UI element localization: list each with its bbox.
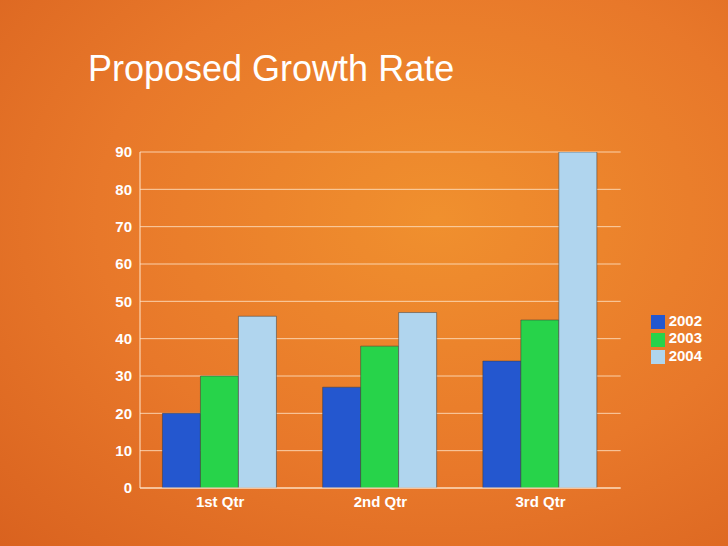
svg-text:60: 60: [115, 255, 132, 272]
svg-text:90: 90: [115, 143, 132, 160]
svg-text:1st Qtr: 1st Qtr: [196, 493, 245, 510]
html-text:2003: 2003: [668, 329, 702, 347]
svg-text:20: 20: [115, 405, 132, 422]
svg-text:80: 80: [115, 181, 132, 198]
svg-text:0: 0: [124, 479, 132, 496]
svg-text:70: 70: [115, 218, 132, 235]
svg-text:3rd Qtr: 3rd Qtr: [516, 493, 566, 510]
html-text:2002: 2002: [668, 312, 702, 330]
svg-text:40: 40: [115, 330, 132, 347]
svg-text:50: 50: [115, 293, 132, 310]
svg-text:10: 10: [115, 442, 132, 459]
html-text:2004: 2004: [668, 346, 702, 364]
svg-text:30: 30: [115, 367, 132, 384]
svg-text:2nd Qtr: 2nd Qtr: [354, 493, 407, 510]
html-text:Proposed Growth Rate: Proposed Growth Rate: [88, 48, 455, 89]
